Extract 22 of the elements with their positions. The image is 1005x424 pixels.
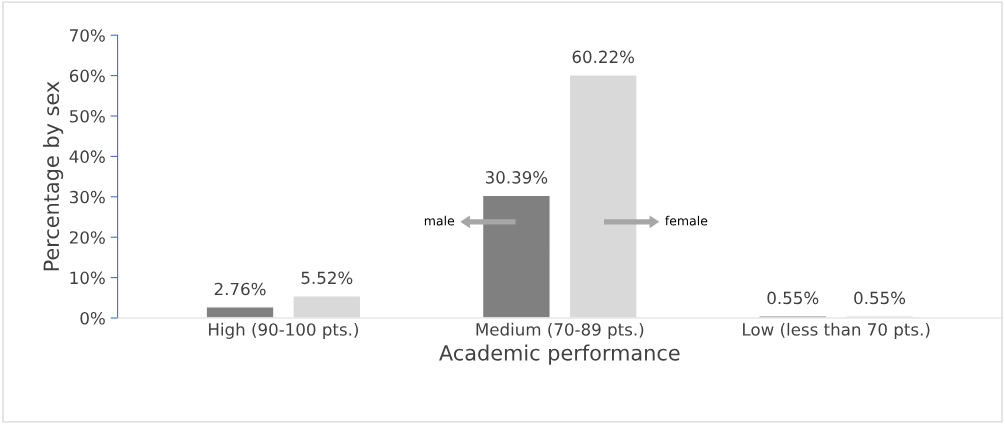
y-tick-label: 20% (69, 231, 105, 244)
text: male (424, 215, 455, 226)
x-tick-label: Medium (70-89 pts.) (476, 322, 644, 339)
x-axis-title: Academic performance (439, 344, 680, 365)
x-tick-label: Low (less than 70 pts.) (743, 322, 930, 339)
bar (205, 306, 275, 318)
y-tick-label: 40% (69, 150, 105, 163)
text: female (665, 215, 708, 226)
data-label: 60.22% (572, 50, 635, 64)
data-label: 30.39% (485, 171, 548, 184)
y-tick-label: 0% (80, 311, 105, 325)
y-tick-label: 70% (70, 29, 105, 42)
y-tick-label: 60% (69, 69, 105, 83)
y-tick-label: 10% (70, 271, 105, 285)
y-tick-label: 30% (70, 190, 105, 204)
data-label: 0.55% (854, 291, 906, 305)
data-label: 5.52% (301, 271, 353, 285)
data-label: 0.55% (767, 291, 819, 305)
x-tick-label: High (90-100 pts.) (209, 322, 358, 339)
y-tick-label: 50% (70, 109, 105, 123)
data-label: 2.76% (214, 282, 266, 296)
y-axis-title: Percentage by sex (43, 81, 64, 271)
